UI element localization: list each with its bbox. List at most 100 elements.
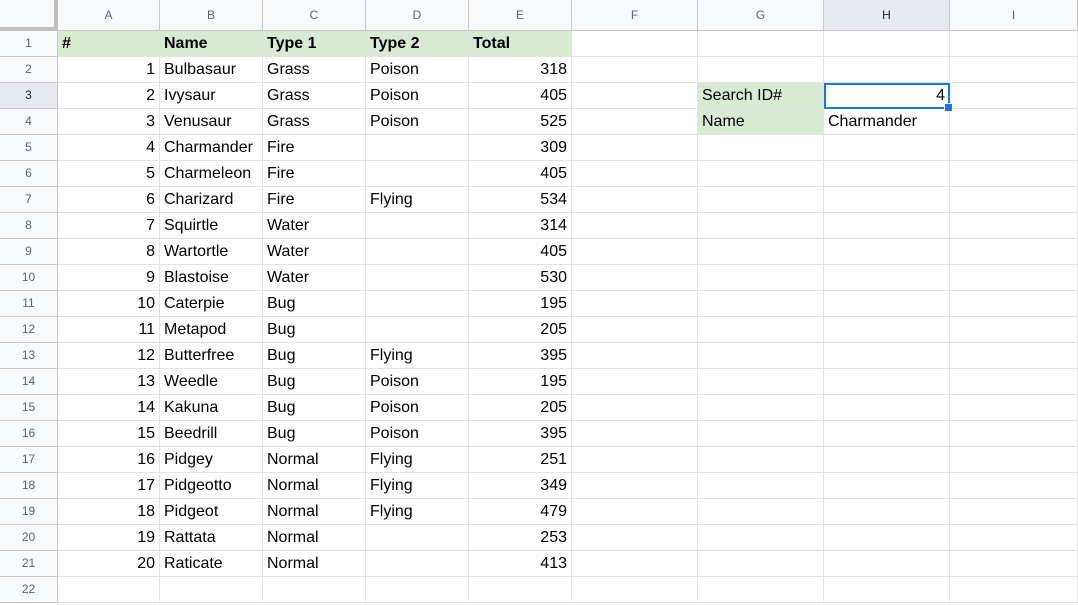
- cell-E19[interactable]: 479: [469, 499, 572, 525]
- cell-H14[interactable]: [824, 369, 950, 395]
- cell-D18[interactable]: Flying: [366, 473, 469, 499]
- cell-C3[interactable]: Grass: [263, 83, 366, 109]
- cell-F8[interactable]: [572, 213, 698, 239]
- cell-G22[interactable]: [698, 577, 824, 603]
- cell-C14[interactable]: Bug: [263, 369, 366, 395]
- cell-B10[interactable]: Blastoise: [160, 265, 263, 291]
- cell-A21[interactable]: 20: [58, 551, 160, 577]
- cell-E5[interactable]: 309: [469, 135, 572, 161]
- cell-A22[interactable]: [58, 577, 160, 603]
- cell-D3[interactable]: Poison: [366, 83, 469, 109]
- cell-I22[interactable]: [950, 577, 1078, 603]
- cell-G9[interactable]: [698, 239, 824, 265]
- cell-F9[interactable]: [572, 239, 698, 265]
- cell-B13[interactable]: Butterfree: [160, 343, 263, 369]
- cell-F4[interactable]: [572, 109, 698, 135]
- cell-B15[interactable]: Kakuna: [160, 395, 263, 421]
- cell-H8[interactable]: [824, 213, 950, 239]
- cell-F1[interactable]: [572, 31, 698, 57]
- row-header-20[interactable]: 20: [0, 525, 58, 551]
- cell-D13[interactable]: Flying: [366, 343, 469, 369]
- row-header-15[interactable]: 15: [0, 395, 58, 421]
- row-header-8[interactable]: 8: [0, 213, 58, 239]
- cell-A10[interactable]: 9: [58, 265, 160, 291]
- cell-I19[interactable]: [950, 499, 1078, 525]
- cell-C16[interactable]: Bug: [263, 421, 366, 447]
- cell-G16[interactable]: [698, 421, 824, 447]
- cell-I10[interactable]: [950, 265, 1078, 291]
- row-header-11[interactable]: 11: [0, 291, 58, 317]
- cell-G14[interactable]: [698, 369, 824, 395]
- row-header-19[interactable]: 19: [0, 499, 58, 525]
- cell-C10[interactable]: Water: [263, 265, 366, 291]
- cell-H7[interactable]: [824, 187, 950, 213]
- cell-F7[interactable]: [572, 187, 698, 213]
- cell-F22[interactable]: [572, 577, 698, 603]
- cell-A5[interactable]: 4: [58, 135, 160, 161]
- cell-C6[interactable]: Fire: [263, 161, 366, 187]
- cell-E11[interactable]: 195: [469, 291, 572, 317]
- cell-I14[interactable]: [950, 369, 1078, 395]
- cell-C21[interactable]: Normal: [263, 551, 366, 577]
- cell-H21[interactable]: [824, 551, 950, 577]
- cell-D19[interactable]: Flying: [366, 499, 469, 525]
- cell-A16[interactable]: 15: [58, 421, 160, 447]
- row-header-12[interactable]: 12: [0, 317, 58, 343]
- cell-D11[interactable]: [366, 291, 469, 317]
- cell-D9[interactable]: [366, 239, 469, 265]
- cell-B20[interactable]: Rattata: [160, 525, 263, 551]
- cell-C18[interactable]: Normal: [263, 473, 366, 499]
- cell-H4[interactable]: Charmander: [824, 109, 950, 135]
- cell-B12[interactable]: Metapod: [160, 317, 263, 343]
- cell-H3[interactable]: 4: [824, 83, 953, 112]
- cell-A13[interactable]: 12: [58, 343, 160, 369]
- cell-C5[interactable]: Fire: [263, 135, 366, 161]
- cell-I13[interactable]: [950, 343, 1078, 369]
- cell-G11[interactable]: [698, 291, 824, 317]
- cell-F5[interactable]: [572, 135, 698, 161]
- cell-D8[interactable]: [366, 213, 469, 239]
- cell-D17[interactable]: Flying: [366, 447, 469, 473]
- cell-I3[interactable]: [950, 83, 1078, 109]
- row-header-5[interactable]: 5: [0, 135, 58, 161]
- cell-B7[interactable]: Charizard: [160, 187, 263, 213]
- cell-A4[interactable]: 3: [58, 109, 160, 135]
- cell-H9[interactable]: [824, 239, 950, 265]
- row-header-13[interactable]: 13: [0, 343, 58, 369]
- cell-G1[interactable]: [698, 31, 824, 57]
- cell-F17[interactable]: [572, 447, 698, 473]
- cell-G5[interactable]: [698, 135, 824, 161]
- cell-G12[interactable]: [698, 317, 824, 343]
- column-header-H[interactable]: H: [824, 0, 950, 31]
- cell-F16[interactable]: [572, 421, 698, 447]
- cell-H2[interactable]: [824, 57, 950, 83]
- row-header-21[interactable]: 21: [0, 551, 58, 577]
- cell-B9[interactable]: Wartortle: [160, 239, 263, 265]
- cell-I9[interactable]: [950, 239, 1078, 265]
- cell-F3[interactable]: [572, 83, 698, 109]
- cell-A12[interactable]: 11: [58, 317, 160, 343]
- cell-I4[interactable]: [950, 109, 1078, 135]
- cell-C2[interactable]: Grass: [263, 57, 366, 83]
- column-header-B[interactable]: B: [160, 0, 263, 31]
- cell-C8[interactable]: Water: [263, 213, 366, 239]
- select-all-corner[interactable]: [0, 0, 58, 31]
- cell-C15[interactable]: Bug: [263, 395, 366, 421]
- cell-B3[interactable]: Ivysaur: [160, 83, 263, 109]
- cell-D4[interactable]: Poison: [366, 109, 469, 135]
- cell-C17[interactable]: Normal: [263, 447, 366, 473]
- row-header-6[interactable]: 6: [0, 161, 58, 187]
- cell-B14[interactable]: Weedle: [160, 369, 263, 395]
- cell-G2[interactable]: [698, 57, 824, 83]
- row-header-7[interactable]: 7: [0, 187, 58, 213]
- cell-I20[interactable]: [950, 525, 1078, 551]
- cell-I21[interactable]: [950, 551, 1078, 577]
- cell-A7[interactable]: 6: [58, 187, 160, 213]
- cell-F13[interactable]: [572, 343, 698, 369]
- cell-I5[interactable]: [950, 135, 1078, 161]
- cell-H16[interactable]: [824, 421, 950, 447]
- cell-G19[interactable]: [698, 499, 824, 525]
- cell-B11[interactable]: Caterpie: [160, 291, 263, 317]
- cell-G18[interactable]: [698, 473, 824, 499]
- cell-A6[interactable]: 5: [58, 161, 160, 187]
